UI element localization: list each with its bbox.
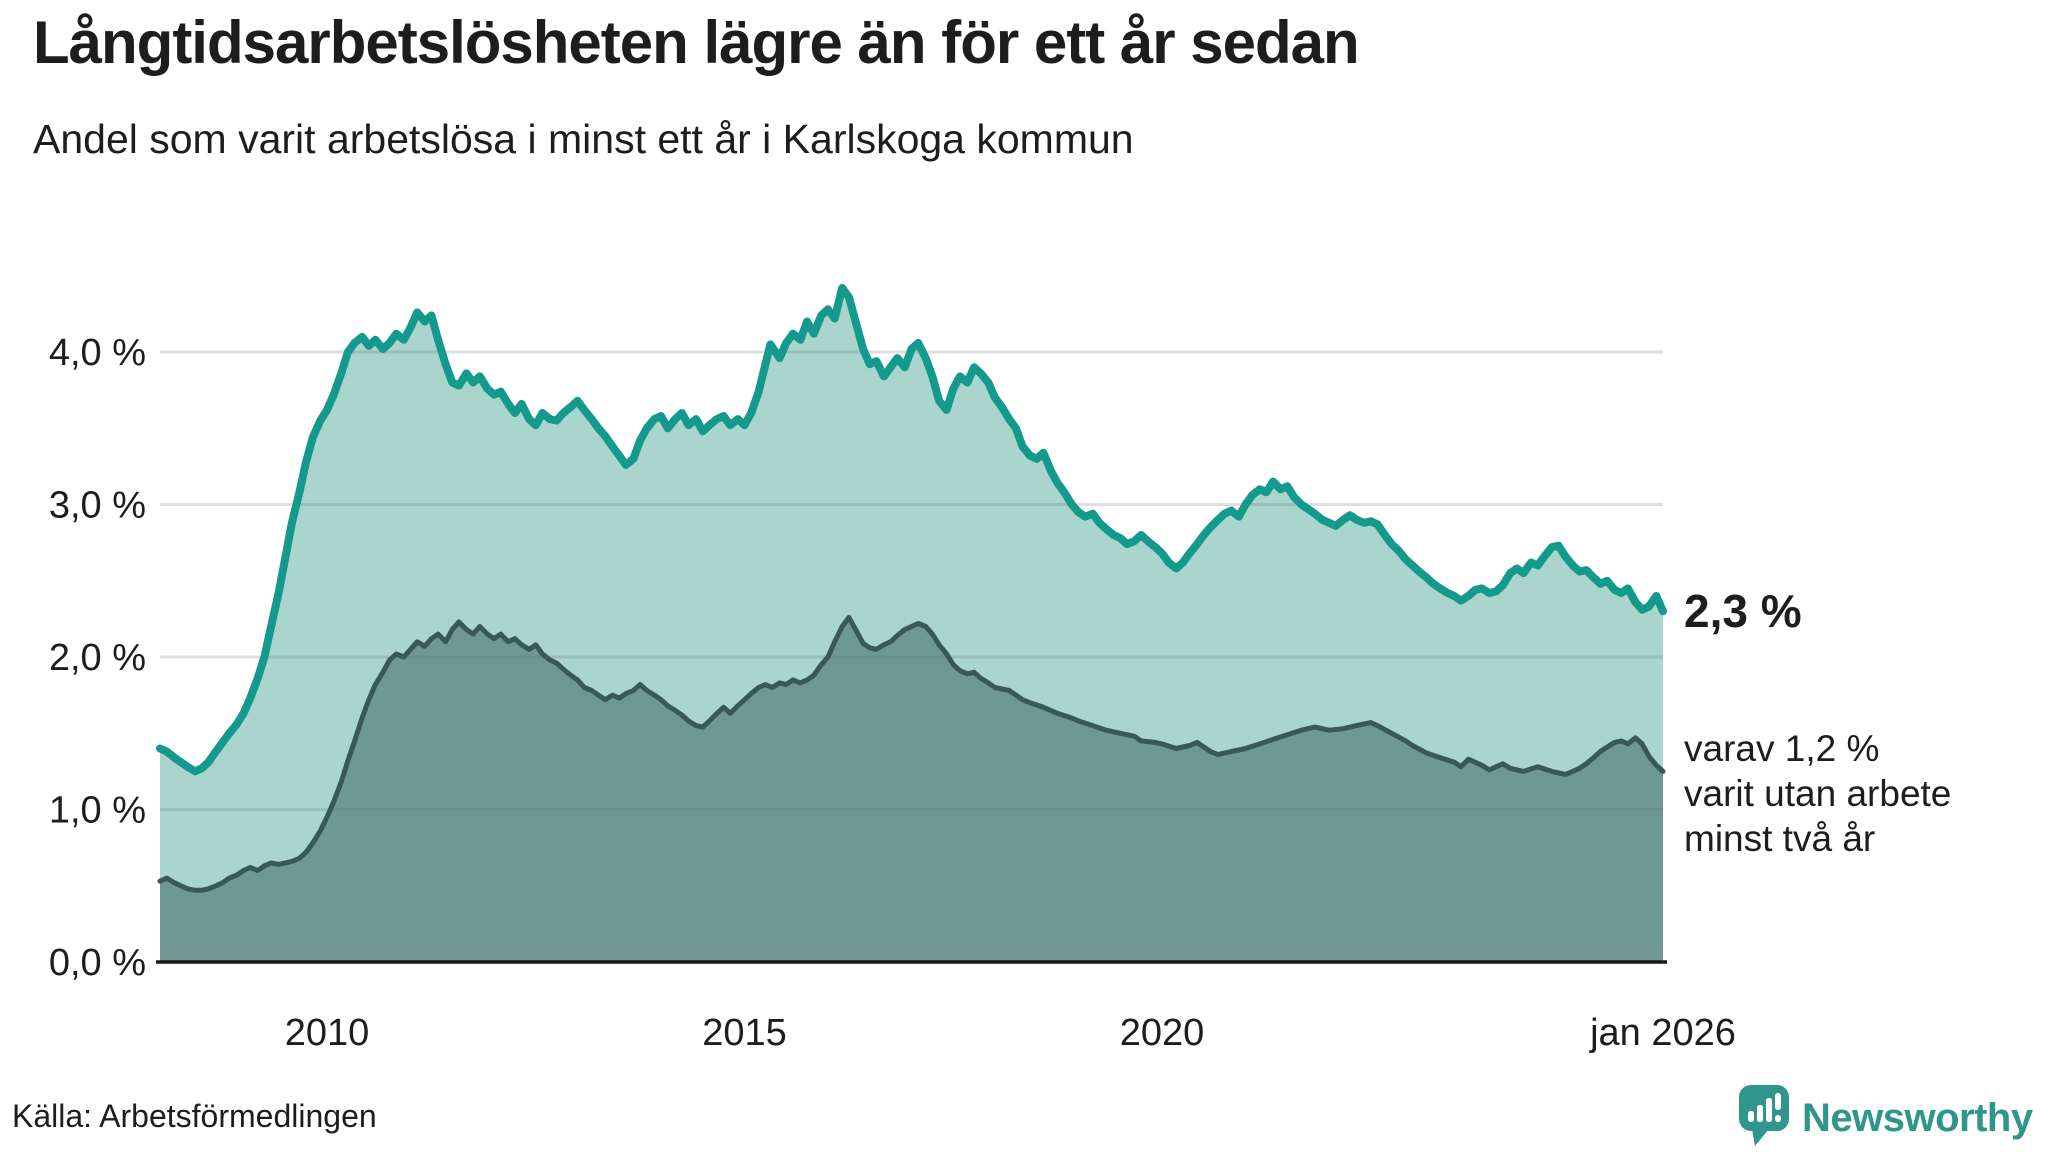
- y-tick-label: 2,0 %: [49, 637, 146, 679]
- newsworthy-logo-text: Newsworthy: [1802, 1096, 2033, 1140]
- y-tick-label: 3,0 %: [49, 485, 146, 527]
- sub-annotation-line: minst två år: [1684, 818, 1876, 859]
- line-minst-ett-ar: [156, 284, 1667, 776]
- sub-annotation-line: varit utan arbete: [1684, 773, 1952, 814]
- y-tick-label: 0,0 %: [49, 942, 146, 984]
- line-minst-tva-ar: [157, 614, 1666, 893]
- sub-series-annotation: varav 1,2 % varit utan arbete minst två …: [1684, 726, 1951, 861]
- page-title: Långtidsarbetslösheten lägre än för ett …: [33, 9, 1360, 76]
- area-fill-minst-tva-ar: [160, 617, 1663, 962]
- page-subtitle: Andel som varit arbetslösa i minst ett å…: [33, 116, 1134, 162]
- x-tick-label: 2010: [285, 1012, 370, 1054]
- x-tick-label: 2020: [1120, 1012, 1205, 1054]
- y-tick-label: 1,0 %: [49, 790, 146, 832]
- latest-value-label: 2,3 %: [1684, 585, 1802, 637]
- x-tick-label: 2015: [702, 1012, 787, 1054]
- y-tick-label: 4,0 %: [49, 332, 146, 374]
- sub-annotation-line: varav 1,2 %: [1684, 728, 1880, 769]
- newsworthy-logo-icon: [1739, 1085, 1789, 1146]
- x-tick-label: jan 2026: [1589, 1012, 1736, 1054]
- source-note: Källa: Arbetsförmedlingen: [12, 1098, 377, 1134]
